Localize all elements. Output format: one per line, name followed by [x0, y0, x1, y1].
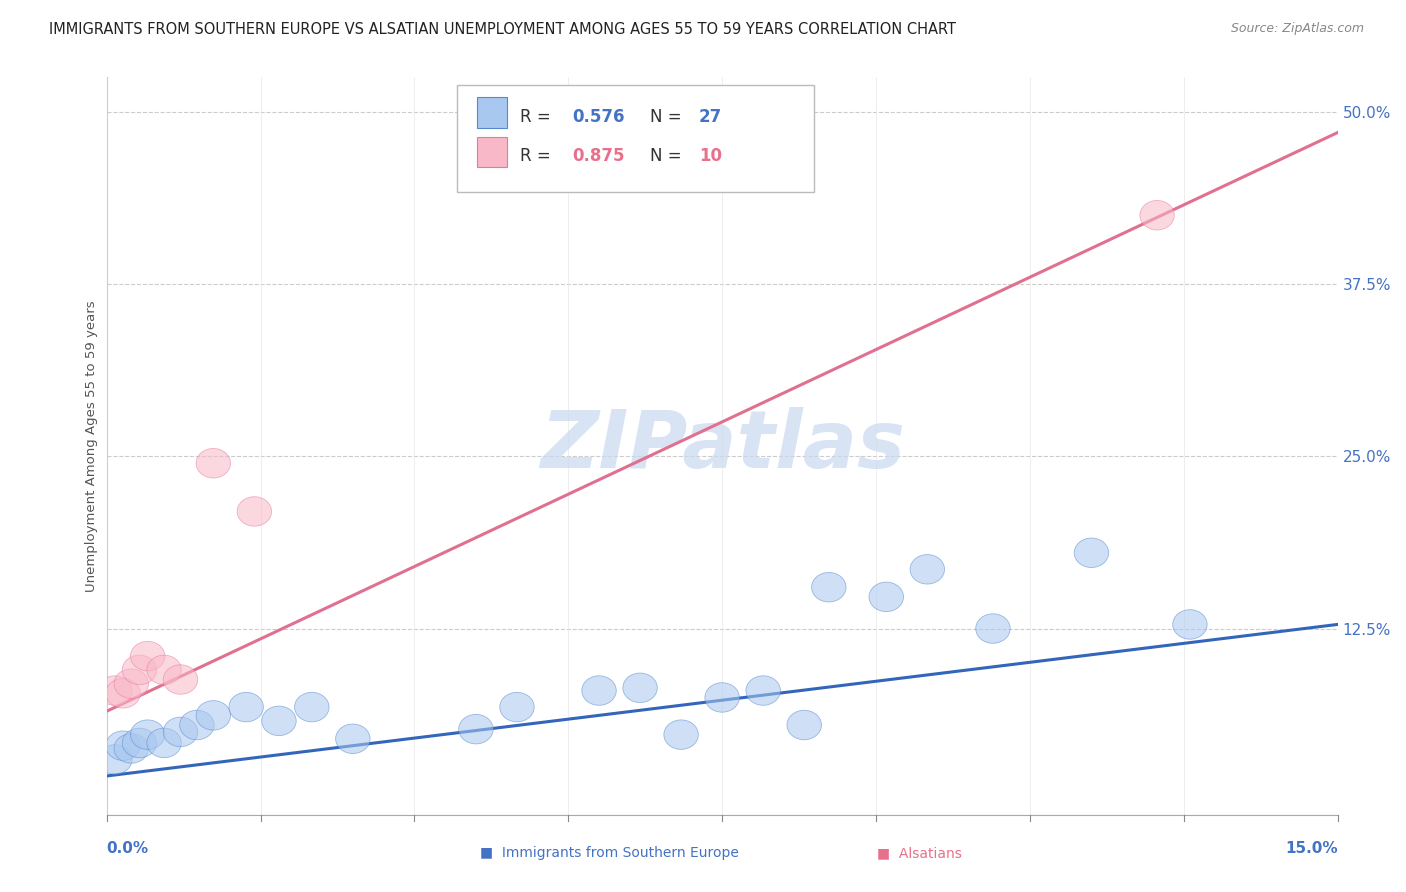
Ellipse shape [1173, 609, 1208, 640]
Text: 15.0%: 15.0% [1285, 841, 1337, 856]
FancyBboxPatch shape [457, 85, 814, 192]
Text: ZIPatlas: ZIPatlas [540, 407, 904, 485]
Ellipse shape [105, 731, 141, 760]
Ellipse shape [163, 665, 198, 694]
Ellipse shape [195, 449, 231, 478]
FancyBboxPatch shape [477, 97, 506, 128]
Ellipse shape [623, 673, 657, 703]
Ellipse shape [704, 682, 740, 712]
Ellipse shape [1074, 538, 1109, 567]
Ellipse shape [976, 614, 1010, 643]
Ellipse shape [131, 720, 165, 749]
Ellipse shape [238, 497, 271, 526]
Ellipse shape [114, 734, 149, 764]
Text: Source: ZipAtlas.com: Source: ZipAtlas.com [1230, 22, 1364, 36]
FancyBboxPatch shape [477, 136, 506, 168]
Ellipse shape [114, 669, 149, 698]
Text: 27: 27 [699, 108, 723, 126]
Text: R =: R = [520, 108, 557, 126]
Ellipse shape [195, 700, 231, 730]
Ellipse shape [180, 710, 214, 739]
Y-axis label: Unemployment Among Ages 55 to 59 years: Unemployment Among Ages 55 to 59 years [86, 301, 98, 591]
Text: ■  Immigrants from Southern Europe: ■ Immigrants from Southern Europe [481, 846, 740, 860]
Text: 10: 10 [699, 147, 721, 165]
Ellipse shape [122, 728, 156, 757]
Text: 0.0%: 0.0% [107, 841, 149, 856]
Ellipse shape [146, 728, 181, 757]
Ellipse shape [458, 714, 494, 744]
Ellipse shape [910, 555, 945, 584]
Ellipse shape [262, 706, 297, 736]
Ellipse shape [146, 655, 181, 685]
Text: ■  Alsatians: ■ Alsatians [876, 846, 962, 860]
Ellipse shape [1140, 201, 1174, 230]
Ellipse shape [336, 724, 370, 754]
Ellipse shape [131, 641, 165, 671]
Ellipse shape [105, 679, 141, 708]
Text: R =: R = [520, 147, 557, 165]
Ellipse shape [97, 676, 132, 706]
Ellipse shape [664, 720, 699, 749]
Ellipse shape [869, 582, 904, 612]
Ellipse shape [97, 745, 132, 774]
Text: 0.875: 0.875 [572, 147, 624, 165]
Ellipse shape [747, 676, 780, 706]
Ellipse shape [582, 676, 616, 706]
Text: N =: N = [650, 147, 686, 165]
Ellipse shape [295, 692, 329, 722]
Text: N =: N = [650, 108, 686, 126]
Ellipse shape [122, 655, 156, 685]
Ellipse shape [499, 692, 534, 722]
Text: 0.576: 0.576 [572, 108, 624, 126]
Ellipse shape [229, 692, 263, 722]
Text: IMMIGRANTS FROM SOUTHERN EUROPE VS ALSATIAN UNEMPLOYMENT AMONG AGES 55 TO 59 YEA: IMMIGRANTS FROM SOUTHERN EUROPE VS ALSAT… [49, 22, 956, 37]
Ellipse shape [811, 573, 846, 602]
Ellipse shape [787, 710, 821, 739]
Ellipse shape [163, 717, 198, 747]
